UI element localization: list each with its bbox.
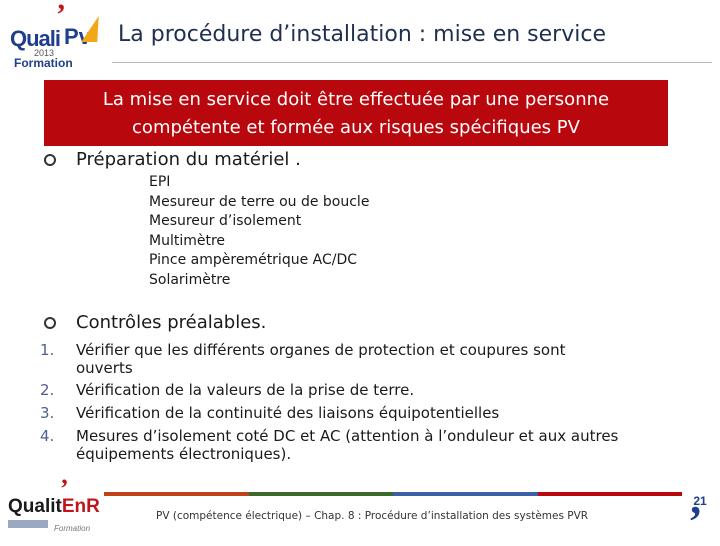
slide-title: La procédure d’installation : mise en se… [118, 22, 606, 47]
logo-year: 2013 [34, 48, 55, 58]
list-item: EPI [149, 174, 171, 190]
list-item: 4. Mesures d’isolement coté DC et AC (at… [40, 427, 680, 463]
list-item-text: Vérification de la continuité des liaiso… [76, 404, 500, 422]
list-item-text-continued: ouverts [76, 359, 133, 377]
banner-line-1: La mise en service doit être effectuée p… [102, 89, 610, 110]
logo-brand-pv: Pv [64, 24, 91, 49]
list-item-number: 1. [40, 341, 55, 359]
equipment-list: EPI Mesureur de terre ou de boucle Mesur… [149, 173, 369, 290]
section-heading-preparation: Préparation du matériel . [76, 149, 301, 170]
logo-brand-b: EnR [61, 496, 100, 517]
list-item: 3. Vérification de la continuité des lia… [40, 404, 680, 422]
list-item-number: 3. [40, 404, 55, 422]
logo-comma-mark: ’ [56, 0, 66, 31]
logo-tagline: Formation [14, 56, 73, 70]
controls-list: 1. Vérifier que les différents organes d… [40, 341, 680, 463]
banner-line-2: compétente et formée aux risques spécifi… [132, 117, 580, 138]
footer-bar-segment [104, 492, 249, 496]
page-comma-mark: ’ [688, 497, 703, 546]
logo-brand-q: Quali [10, 26, 61, 51]
list-item-text: Vérifier que les différents organes de p… [76, 341, 566, 359]
list-item-text: Vérification de la valeurs de la prise d… [76, 381, 415, 399]
warning-banner: La mise en service doit être effectuée p… [44, 80, 668, 146]
circle-bullet-icon [44, 154, 56, 166]
list-item-text: Mesures d’isolement coté DC et AC (atten… [76, 427, 619, 445]
circle-bullet-icon [44, 317, 56, 329]
list-item: Solarimètre [149, 271, 231, 288]
footer-bar-segment [537, 492, 682, 496]
list-item: Pince ampèremétrique AC/DC [149, 252, 358, 268]
footer-bar-segment [248, 492, 393, 496]
footer-text: PV (compétence électrique) – Chap. 8 : P… [156, 510, 589, 522]
footer-bar-segment [393, 492, 538, 496]
title-divider [112, 62, 712, 63]
section-heading-controles: Contrôles préalables. [76, 312, 267, 333]
list-item-number: 4. [40, 427, 55, 445]
page-number-badge: 21 ’ [686, 488, 714, 544]
footer-color-bar [104, 492, 682, 496]
list-item: Mesureur d’isolement [149, 213, 302, 229]
logo-tagline: Formation [54, 524, 91, 533]
qualipv-logo: ’ Quali Pv 2013 Formation [6, 0, 107, 70]
list-item-number: 2. [40, 381, 55, 399]
logo-brand-a: Qualit [8, 496, 62, 517]
list-item: Mesureur de terre ou de boucle [149, 193, 370, 210]
qualitenr-logo: ’ QualitEnR Formation [6, 474, 102, 536]
page-number: 21 [693, 494, 707, 508]
list-item: Multimètre [149, 232, 226, 249]
logo-comma-mark: ’ [60, 474, 69, 503]
list-item-text-continued: équipements électroniques). [76, 445, 292, 463]
lightning-bolt-icon [81, 16, 107, 42]
list-item: 2. Vérification de la valeurs de la pris… [40, 381, 680, 399]
logo-strip [8, 520, 48, 528]
list-item: 1. Vérifier que les différents organes d… [40, 341, 680, 377]
